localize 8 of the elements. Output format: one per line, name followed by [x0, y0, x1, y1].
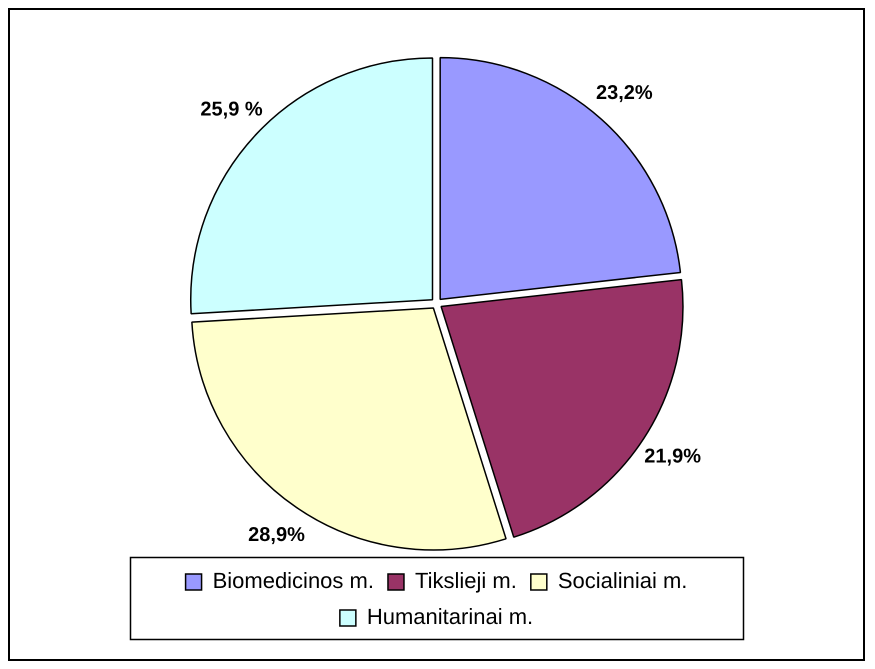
data-label: 25,9 % — [200, 98, 263, 121]
legend-label: Tikslieji m. — [414, 568, 517, 594]
legend-label: Socialiniai m. — [558, 568, 688, 594]
data-label: 23,2% — [596, 82, 653, 104]
legend-label: Biomedicinos m. — [212, 568, 374, 594]
data-label: 28,9% — [248, 524, 306, 546]
data-label: 21,9% — [644, 446, 702, 468]
legend-label: Humanitarinai m. — [366, 604, 534, 630]
